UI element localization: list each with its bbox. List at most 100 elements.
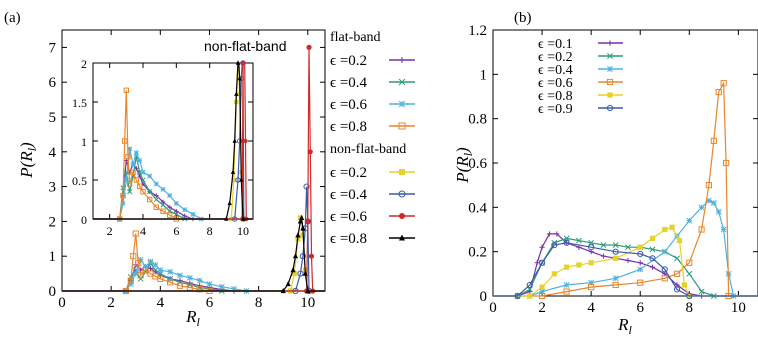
b-1-line: [493, 237, 758, 297]
b-4-point: [649, 235, 656, 241]
a-0-3-point: [135, 260, 142, 267]
a-ytick-label-3: 3: [49, 180, 57, 196]
b-legend-marker-1: [607, 53, 613, 59]
a-xtick-label-4: 8: [255, 295, 263, 311]
a-1-3-point: [299, 214, 305, 221]
b-4-series-0.8: [493, 224, 758, 299]
inset-0-2-point: [120, 200, 126, 206]
a-0-3-point: [157, 275, 164, 282]
b-0-point: [637, 260, 643, 266]
b-ytick-label-0: 0: [480, 289, 488, 305]
b-0-series-0.1: [493, 231, 758, 299]
a-legend-label-1-1: ϵ =0.4: [330, 187, 368, 203]
b-3-point: [710, 137, 717, 144]
a-0-1-point: [142, 268, 149, 275]
a-1-1-line: [62, 186, 325, 292]
b-1-point: [612, 242, 619, 248]
a-0-2-point: [186, 274, 193, 281]
b-xtick-label-2: 4: [587, 300, 595, 316]
inset-0-2-point: [133, 150, 139, 156]
b-4-point: [551, 271, 557, 277]
a-legend-label-1-2: ϵ =0.6: [330, 209, 368, 225]
inset-0-2-point: [160, 186, 166, 192]
b-2-point: [612, 275, 619, 282]
a-0-1-point: [167, 275, 174, 282]
inset-1-2-point: [240, 60, 246, 66]
b-3-point: [612, 281, 619, 289]
b-ylabel-text: P(Rl): [453, 147, 475, 184]
b-legend-marker-5: [606, 104, 614, 112]
a-0-2-point: [132, 270, 139, 277]
a-1-0-line: [62, 217, 325, 292]
b-2-point: [539, 288, 546, 295]
b-5-point: [563, 239, 570, 246]
b-xtick-label-1: 2: [538, 300, 546, 316]
a-0-2-point: [142, 263, 149, 270]
a-1-3-point: [292, 253, 299, 259]
a-xlabel: Rl: [185, 307, 200, 329]
b-4-point: [662, 226, 668, 233]
b-xlabel: Rl: [617, 315, 632, 337]
b-0-point: [546, 231, 553, 237]
b-3-point: [705, 182, 713, 189]
inset-0-3-point: [126, 181, 133, 187]
b-xlabel-text: Rl: [617, 315, 632, 337]
b-1-point: [575, 237, 582, 244]
a-0-3-line: [62, 233, 325, 292]
a-0-2-point: [167, 268, 174, 275]
a-1-2-point: [306, 44, 312, 51]
b-1-point: [563, 235, 570, 242]
b-legend-label-5: ϵ =0.9: [538, 102, 573, 117]
b-3-point: [538, 292, 546, 300]
b-3-point: [661, 275, 668, 282]
inset-0-2-point: [140, 169, 146, 175]
a-0-3-point: [142, 267, 149, 274]
b-4-point: [669, 224, 675, 230]
b-4-point: [588, 260, 594, 266]
b-5-point: [649, 255, 656, 262]
a-0-2-point: [147, 258, 154, 265]
inset-0-1-point: [147, 189, 153, 195]
a-0-3-point: [137, 272, 144, 279]
a-0-1-point: [152, 267, 159, 274]
b-frame: [492, 29, 758, 297]
b-2-point: [720, 226, 727, 233]
a-0-0-point: [138, 267, 144, 273]
b-ytick-label-2: 0.4: [468, 200, 487, 216]
b-1-point: [674, 255, 680, 262]
b-ytick-label-5: 1: [480, 67, 488, 83]
b-legend-marker-2: [607, 66, 613, 72]
inset-1-3-point: [232, 138, 237, 143]
inset-1-0-point: [231, 177, 237, 183]
a-1-3-line: [62, 217, 325, 292]
inset-0-2-point: [127, 146, 133, 152]
b-5-point: [588, 244, 595, 251]
b-4-point: [676, 237, 683, 244]
inset-0-3-point: [160, 208, 166, 214]
a-0-2-point: [177, 272, 183, 279]
inset-0-2-point: [167, 193, 173, 199]
a-1-3-point: [285, 280, 291, 287]
a-xtick-label-2: 4: [157, 295, 165, 311]
b-legend-label-4: ϵ =0.8: [538, 89, 573, 104]
a-legend-marker-0-2: [398, 100, 406, 108]
b-0-point: [649, 264, 656, 270]
inset-0-1-point: [160, 202, 166, 208]
b-xtick-label-5: 10: [731, 300, 746, 316]
inset-0-3-point: [136, 183, 143, 189]
b-1-point: [649, 246, 656, 253]
inset-1-3-point: [239, 177, 244, 182]
panel-a-label: (a): [4, 10, 21, 26]
b-4-point: [613, 255, 619, 261]
b-legend-label-1: ϵ =0.2: [538, 50, 573, 65]
b-2-point: [698, 204, 705, 211]
a-legend-marker-1-0: [399, 169, 405, 175]
b-0-point: [600, 253, 607, 259]
a-0-1-point: [137, 275, 144, 282]
a-0-3-point: [176, 282, 184, 289]
a-1-3-series-0.8: [62, 214, 325, 294]
a-legend-label-0-3: ϵ =0.8: [330, 119, 367, 135]
b-5-point: [686, 292, 693, 300]
b-5-point: [612, 248, 619, 255]
a-ytick-label-1: 1: [49, 249, 57, 265]
